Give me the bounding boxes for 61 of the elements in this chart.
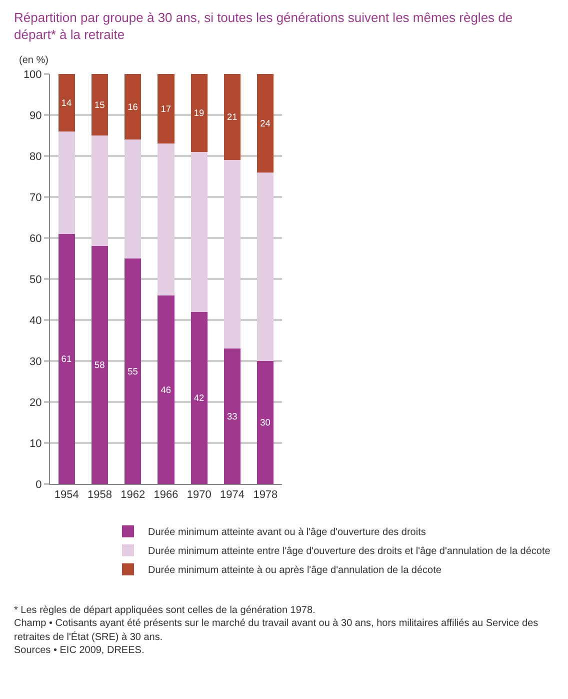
data-label: 19 <box>194 108 204 118</box>
text: * Les règles de départ appliquées sont celles de la génération 1978. <box>14 604 316 618</box>
bar <box>124 258 142 484</box>
y-tick-label: 70 <box>30 192 42 204</box>
bar <box>158 143 174 296</box>
data-label: 61 <box>61 354 72 364</box>
bar <box>124 139 142 258</box>
legend-label: Durée minimum atteinte à ou après l'âge d'annulation de la décote <box>148 564 442 576</box>
data-label: 15 <box>94 100 105 110</box>
y-tick-label: 40 <box>30 314 42 327</box>
data-label: 14 <box>61 98 72 108</box>
y-tick-label: 60 <box>30 232 42 245</box>
bar <box>190 152 208 312</box>
y-tick-label: 100 <box>23 68 42 81</box>
bar <box>158 74 174 144</box>
bar <box>58 234 75 484</box>
y-tick-label: 20 <box>30 396 42 409</box>
bar <box>257 172 274 361</box>
x-tick-label: 1962 <box>120 488 146 501</box>
chart-title: Répartition par groupe à 30 ans, si toutes les générations suivent les mêmes règles de départ* à la retraite <box>13 9 514 44</box>
data-label: 24 <box>260 118 270 128</box>
x-tick-label: 1966 <box>154 488 178 501</box>
legend-label: Durée minimum atteinte entre l'âge d'ouverture des droits et l'âge d'annulation de la décote <box>148 546 551 557</box>
bar <box>190 312 208 484</box>
bar <box>91 246 108 484</box>
data-label: 33 <box>227 411 238 422</box>
x-tick-label: 1974 <box>220 488 245 501</box>
bar <box>190 74 208 152</box>
data-label: 21 <box>227 112 238 122</box>
text: Champ • Cotisants ayant été présents sur le marché du travail avant ou à 30 ans, hors militaires affiliés au Service des retraites de l'État (SRE) à 30 ans. <box>14 617 540 644</box>
data-label: 30 <box>260 417 270 428</box>
y-tick-label: 50 <box>30 274 42 286</box>
bar <box>91 135 108 246</box>
y-tick-label: 30 <box>30 356 42 368</box>
bar <box>224 160 241 348</box>
x-tick-label: 1958 <box>87 488 112 501</box>
y-axis-title: (en %) <box>19 54 48 66</box>
source-note: Sources • EIC 2009, DREES. <box>14 644 146 658</box>
data-label: 17 <box>160 104 172 114</box>
bar <box>58 131 75 234</box>
y-tick-label: 0 <box>36 478 42 491</box>
data-label: 58 <box>94 360 105 370</box>
data-label: 46 <box>160 384 172 395</box>
data-label: 55 <box>128 366 138 376</box>
bar <box>257 74 274 172</box>
y-tick-label: 80 <box>30 150 42 163</box>
bar <box>158 295 174 484</box>
data-label: 16 <box>128 102 138 112</box>
x-tick-label: 1978 <box>253 488 278 501</box>
bar <box>58 74 75 132</box>
bar <box>224 74 241 160</box>
x-tick-label: 1954 <box>54 488 79 501</box>
y-tick-label: 90 <box>30 110 42 122</box>
x-tick-label: 1970 <box>186 488 212 501</box>
bar <box>257 360 274 484</box>
y-tick-label: 10 <box>30 438 42 450</box>
bar <box>124 74 142 140</box>
bar <box>224 348 241 484</box>
bar <box>91 74 108 136</box>
data-label: 42 <box>194 392 204 403</box>
legend-label: Durée minimum atteinte avant ou à l'âge d'ouverture des droits <box>148 526 426 538</box>
